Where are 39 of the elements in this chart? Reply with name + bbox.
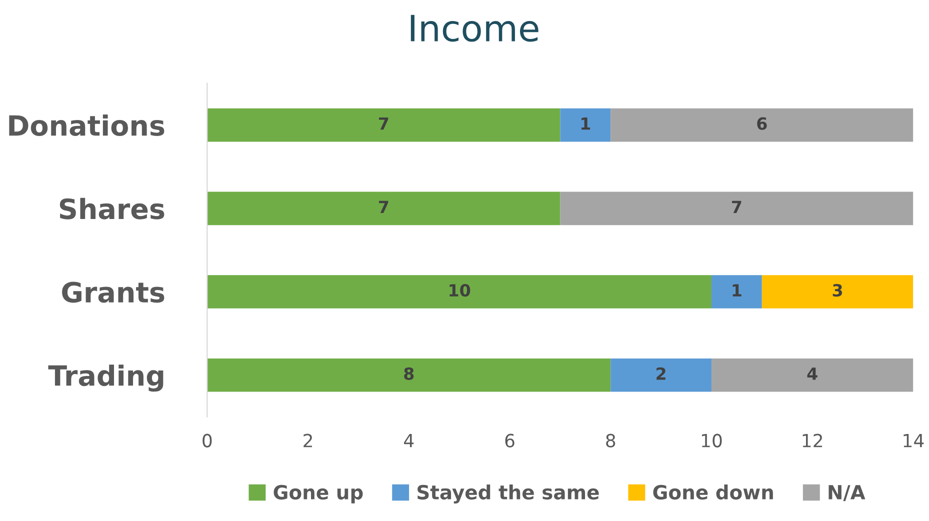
legend-label: Gone up [274, 484, 363, 504]
x-tick-label: 12 [802, 434, 822, 448]
data-label: 3 [832, 284, 842, 297]
data-label: 7 [378, 200, 388, 213]
x-tick-label: 0 [202, 434, 212, 448]
x-tick-label: 10 [702, 434, 722, 448]
bar [560, 108, 611, 142]
data-label: 8 [404, 367, 414, 380]
data-label: 1 [581, 117, 590, 130]
legend-label: Stayed the same [418, 484, 599, 504]
data-label: 10 [450, 284, 470, 297]
bar [207, 108, 560, 142]
bar [610, 108, 914, 142]
y-tick-label: Shares [60, 198, 164, 220]
chart-title: Income [410, 14, 538, 42]
legend-label: N/A [828, 485, 866, 502]
x-tick-label: 14 [904, 434, 924, 448]
bar [610, 358, 712, 392]
bar [711, 275, 762, 308]
data-label: 4 [807, 368, 818, 380]
bar [762, 275, 914, 308]
x-tick-label: 8 [606, 434, 616, 448]
x-tick-label: 2 [304, 434, 312, 448]
data-label: 7 [378, 117, 388, 130]
bar [207, 275, 712, 308]
x-tick-label: 6 [505, 434, 514, 448]
x-tick-label: 4 [404, 434, 414, 448]
legend-label: Gone down [653, 484, 773, 500]
bar [207, 358, 611, 392]
data-label: 2 [656, 367, 666, 380]
data-label: 7 [732, 200, 742, 213]
y-tick-label: Trading [48, 364, 164, 392]
bar [207, 192, 560, 226]
data-label: 6 [757, 117, 767, 130]
y-tick-label: Grants [62, 282, 164, 303]
y-tick-label: Donations [9, 114, 164, 136]
bar [560, 192, 914, 226]
data-label: 1 [732, 284, 742, 296]
bar [711, 358, 914, 392]
